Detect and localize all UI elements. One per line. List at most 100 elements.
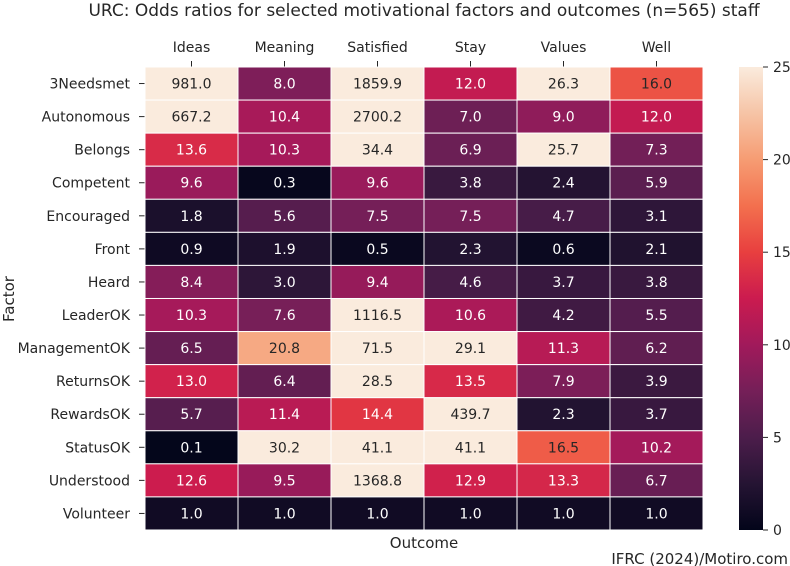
- heatmap-cell: [237, 496, 332, 531]
- row-label: ManagementOK: [18, 341, 131, 357]
- heatmap-cell: [609, 165, 704, 200]
- heatmap-cell: [330, 231, 425, 266]
- cell-value-label: 10.2: [641, 440, 672, 456]
- heatmap-cell: [237, 99, 332, 134]
- cell-value-label: 9.0: [552, 110, 574, 126]
- colorbar: 0 5 10 15 20 25: [739, 60, 790, 539]
- row-label: Belongs: [74, 143, 130, 159]
- cell-value-label: 1.0: [552, 506, 574, 522]
- cell-value-label: 0.9: [180, 242, 202, 258]
- column-label: Ideas: [173, 40, 211, 56]
- cell-value-label: 28.5: [362, 374, 393, 390]
- colorbar-tick-label: 10: [773, 338, 790, 354]
- heatmap-cell: [609, 99, 704, 134]
- heatmap-cell: [144, 496, 239, 531]
- heatmap-cell: [516, 397, 611, 432]
- cell-value-label: 13.5: [455, 374, 486, 390]
- cell-value-label: 2.1: [645, 242, 667, 258]
- cell-value-label: 2.3: [459, 242, 481, 258]
- heatmap-cell: [330, 364, 425, 399]
- column-label: Stay: [455, 40, 486, 56]
- cell-value-label: 5.6: [273, 209, 295, 225]
- cell-value-label: 9.4: [366, 275, 388, 291]
- heatmap-cell: [330, 397, 425, 432]
- heatmap-cell: [144, 132, 239, 167]
- row-label: Volunteer: [63, 506, 130, 522]
- chart-title: URC: Odds ratios for selected motivation…: [88, 1, 760, 21]
- cell-value-label: 667.2: [171, 110, 211, 126]
- column-labels: Ideas Meaning Satisfied Stay Values Well: [173, 40, 671, 67]
- row-label: Understood: [49, 473, 130, 489]
- cell-value-label: 0.6: [552, 242, 574, 258]
- heatmap-cell: [423, 397, 518, 432]
- cell-value-label: 3.8: [459, 176, 481, 192]
- x-axis-label: Outcome: [390, 534, 458, 552]
- heatmap-cell: [609, 463, 704, 498]
- heatmap-cell: [330, 66, 425, 101]
- heatmap-cell: [423, 297, 518, 333]
- cell-value-label: 12.9: [455, 473, 486, 489]
- heatmap-cell: [609, 496, 704, 531]
- row-label: Autonomous: [42, 110, 130, 126]
- cell-value-label: 34.4: [362, 143, 393, 159]
- column-label: Values: [541, 40, 587, 56]
- cell-value-label: 10.3: [176, 308, 207, 324]
- cell-value-label: 5.7: [180, 407, 202, 423]
- heatmap-cell: [516, 198, 611, 233]
- heatmap-cell: [330, 463, 425, 498]
- heatmap-cell: [237, 331, 332, 366]
- cell-value-label: 25.7: [548, 143, 579, 159]
- heatmap-cell: [237, 165, 332, 200]
- cell-value-label: 13.6: [176, 143, 207, 159]
- row-label: Competent: [52, 176, 130, 192]
- heatmap-cell: [237, 397, 332, 432]
- cell-value-label: 981.0: [171, 77, 211, 93]
- row-label: ReturnsOK: [56, 374, 131, 390]
- cell-value-label: 7.0: [459, 110, 481, 126]
- cell-value-label: 0.3: [273, 176, 295, 192]
- cell-value-label: 13.3: [548, 473, 579, 489]
- heatmap-cell: [144, 231, 239, 266]
- cell-value-label: 1368.8: [353, 473, 402, 489]
- colorbar-tick-label: 25: [773, 60, 790, 76]
- colorbar-gradient: [739, 67, 763, 530]
- row-label: RewardsOK: [50, 407, 130, 423]
- heatmap-cell: [237, 66, 332, 101]
- cell-value-label: 1116.5: [353, 308, 402, 324]
- heatmap-cell: [423, 231, 518, 266]
- cell-value-label: 1.9: [273, 242, 295, 258]
- cell-value-label: 11.4: [269, 407, 300, 423]
- heatmap-cell: [423, 264, 518, 299]
- heatmap-cell: [237, 463, 332, 498]
- cell-value-label: 8.0: [273, 77, 295, 93]
- heatmap-cell: [423, 463, 518, 498]
- cell-value-label: 7.5: [366, 209, 388, 225]
- heatmap-cell: [423, 496, 518, 531]
- cell-value-label: 14.4: [362, 407, 393, 423]
- cell-value-label: 1.0: [180, 506, 202, 522]
- cell-value-label: 12.0: [455, 77, 486, 93]
- cell-value-label: 4.2: [552, 308, 574, 324]
- cell-value-label: 41.1: [362, 440, 393, 456]
- heatmap-cell: [516, 99, 611, 134]
- cell-value-label: 439.7: [450, 407, 490, 423]
- cell-value-label: 10.4: [269, 110, 300, 126]
- row-label: 3Needsmet: [49, 77, 130, 93]
- heatmap-cell: [144, 364, 239, 399]
- heatmap-cell: [144, 66, 239, 101]
- cell-value-label: 3.9: [645, 374, 667, 390]
- cell-value-label: 4.7: [552, 209, 574, 225]
- heatmap-cells: 981.0 8.0 1859.9 12.0 26.3 16.0 667.2 10.4 2700.…: [144, 66, 704, 531]
- cell-value-label: 5.5: [645, 308, 667, 324]
- heatmap-cell: [609, 198, 704, 233]
- row-labels: 3Needsmet Autonomous Belongs Competent Encou…: [18, 77, 145, 522]
- heatmap-cell: [423, 99, 518, 134]
- heatmap-cell: [144, 397, 239, 432]
- cell-value-label: 1.0: [366, 506, 388, 522]
- cell-value-label: 3.7: [645, 407, 667, 423]
- heatmap-cell: [330, 198, 425, 233]
- colorbar-tick-label: 5: [773, 430, 782, 446]
- heatmap-cell: [237, 132, 332, 167]
- heatmap-cell: [609, 264, 704, 299]
- cell-value-label: 7.9: [552, 374, 574, 390]
